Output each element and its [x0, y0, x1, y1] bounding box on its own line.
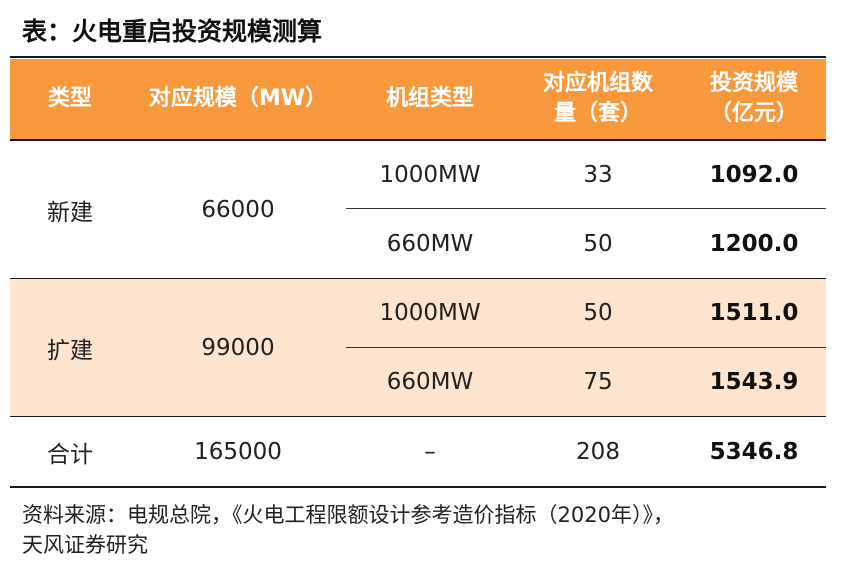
- row-unit: 1000MW: [379, 300, 481, 326]
- row-count: 50: [583, 300, 613, 326]
- row-investment: 1200.0: [709, 231, 799, 257]
- group-type-new: 新建: [47, 200, 93, 226]
- group-divider: [10, 416, 826, 417]
- source-line-1: 资料来源：电规总院，《火电工程限额设计参考造价指标（2020年）》，: [22, 503, 674, 527]
- row-unit: 1000MW: [379, 161, 481, 188]
- row-count: 33: [583, 161, 613, 188]
- total-label: 合计: [47, 441, 93, 468]
- group-scale-new: 66000: [201, 197, 275, 223]
- header-type: 类型: [47, 86, 92, 111]
- header-investment: 投资规模 （亿元）: [709, 71, 798, 126]
- table-title: 表：火电重启投资规模测算: [22, 17, 323, 46]
- total-unit: –: [424, 438, 436, 465]
- row-investment: 1092.0: [709, 161, 799, 188]
- header-unit-count: 对应机组数 量（套）: [542, 71, 653, 126]
- header-unit-type: 机组类型: [385, 86, 474, 111]
- source-note: 资料来源：电规总院，《火电工程限额设计参考造价指标（2020年）》， 天风证券研…: [22, 500, 852, 560]
- row-investment: 1511.0: [709, 300, 799, 326]
- row-unit: 660MW: [386, 369, 474, 395]
- row-divider: [346, 347, 826, 348]
- row-unit: 660MW: [386, 231, 474, 257]
- header-bottom-border: [10, 139, 826, 141]
- row-count: 50: [583, 231, 613, 257]
- row-divider: [346, 208, 826, 209]
- group-type-expand: 扩建: [47, 337, 93, 364]
- table-header: 类型 对应规模（MW） 机组类型 对应机组数 量（套） 投资规模 （亿元）: [10, 59, 826, 139]
- total-count: 208: [576, 438, 620, 465]
- row-investment: 1543.9: [709, 369, 799, 395]
- table-top-border: [10, 56, 826, 58]
- group-divider: [10, 278, 826, 279]
- total-scale: 165000: [194, 438, 282, 465]
- header-scale: 对应规模（MW）: [148, 86, 328, 111]
- total-investment: 5346.8: [709, 438, 799, 465]
- investment-table: 类型 对应规模（MW） 机组类型 对应机组数 量（套） 投资规模 （亿元） 新建 6…: [10, 56, 826, 488]
- table-bottom-border: [10, 486, 826, 488]
- source-line-2: 天风证券研究: [22, 533, 148, 557]
- row-count: 75: [583, 369, 613, 395]
- group-scale-expand: 99000: [201, 334, 275, 361]
